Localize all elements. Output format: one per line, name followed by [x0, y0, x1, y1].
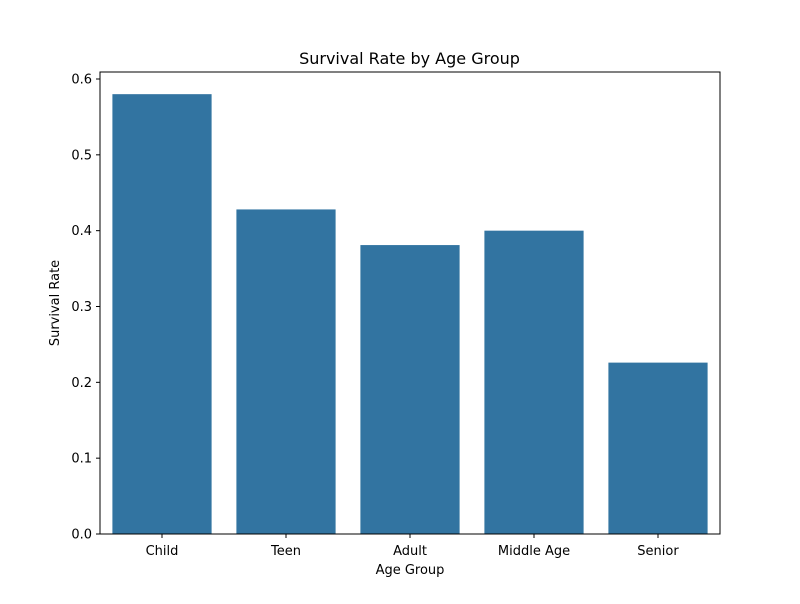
- y-tick-label: 0.5: [71, 148, 92, 163]
- y-tick-label: 0.0: [71, 528, 92, 543]
- y-tick-label: 0.2: [71, 376, 92, 391]
- x-axis-ticks: Child Teen Adult Middle Age Senior: [146, 534, 679, 559]
- y-tick-label: 0.6: [71, 73, 92, 88]
- x-tick-label: Adult: [393, 544, 427, 559]
- bar-middle-age: [484, 230, 584, 534]
- y-tick-label: 0.1: [71, 452, 92, 467]
- x-axis-label: Age Group: [376, 563, 445, 578]
- bar-teen: [236, 209, 336, 534]
- y-tick-label: 0.4: [71, 224, 92, 239]
- y-axis-ticks: 0.0 0.1 0.2 0.3 0.4 0.5 0.6: [71, 73, 100, 543]
- bar-adult: [360, 245, 460, 534]
- x-tick-label: Teen: [270, 544, 301, 559]
- bar-child: [112, 94, 212, 535]
- x-tick-label: Middle Age: [498, 544, 570, 559]
- bar-senior: [608, 362, 708, 534]
- y-axis-label: Survival Rate: [48, 260, 63, 346]
- x-tick-label: Child: [146, 544, 179, 559]
- plot-frame: [99, 71, 721, 535]
- chart-title: Survival Rate by Age Group: [299, 49, 520, 68]
- bars-group: [112, 94, 708, 535]
- x-tick-label: Senior: [637, 544, 679, 559]
- y-tick-label: 0.3: [71, 300, 92, 315]
